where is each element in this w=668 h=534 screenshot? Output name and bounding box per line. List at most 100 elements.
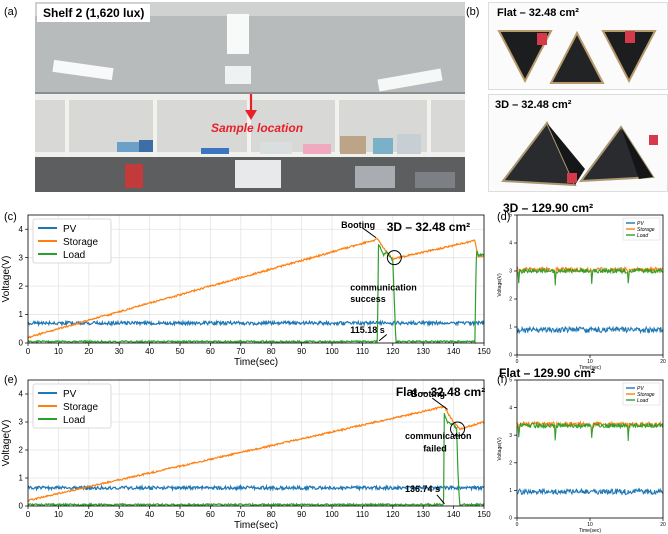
panel-label-c: (c)	[4, 211, 17, 223]
y-tick-label-1: 1	[509, 488, 512, 494]
series-line-storage	[27, 405, 485, 502]
x-tick-label-10: 100	[325, 510, 339, 519]
x-axis-label: Time(sec)	[579, 365, 601, 371]
x-tick-label-0: 0	[26, 347, 31, 356]
x-tick-label-2: 20	[84, 510, 93, 519]
y-tick-label-5: 5	[509, 213, 512, 219]
sample-location-label: Sample location	[211, 121, 304, 135]
shelf-photo: Shelf 2 (1,620 lux) Sample location	[35, 2, 465, 192]
flat-cells-label: Flat – 32.48 cm²	[497, 7, 579, 19]
x-tick-label-1: 10	[587, 522, 593, 528]
y-tick-label-2: 2	[509, 297, 512, 303]
panel-label-b: (b)	[466, 6, 480, 18]
x-tick-label-11: 110	[356, 347, 369, 356]
chart-title: 3D – 129.90 cm²	[503, 201, 593, 215]
y-tick-label-3: 3	[509, 269, 512, 275]
series-line-load	[27, 244, 484, 345]
y-tick-label-2: 2	[19, 282, 24, 291]
legend-label-storage: Storage	[63, 237, 98, 248]
communication-circle	[386, 250, 402, 266]
chart-f-svg: 0 10 20 0 1 2 3 4 5 Time(sec) Voltage(V) Flat – 129…	[497, 366, 666, 534]
x-tick-label-7: 70	[236, 510, 245, 519]
time-arrow	[436, 494, 445, 505]
annotation-1: communication	[405, 431, 472, 441]
booting-arrow	[362, 227, 377, 239]
x-tick-label-9: 90	[297, 510, 306, 519]
x-tick-label-0: 0	[516, 522, 519, 528]
annotation-3: 115.18 s	[350, 325, 385, 335]
x-tick-label-8: 80	[267, 510, 276, 519]
y-tick-label-5: 5	[509, 378, 512, 384]
x-tick-label-2: 20	[660, 522, 666, 528]
plot-frame	[27, 379, 485, 507]
x-tick-label-7: 70	[236, 347, 245, 356]
y-tick-label-1: 1	[509, 325, 512, 331]
legend-label-pv: PV	[63, 389, 77, 400]
x-tick-label-0: 0	[516, 359, 519, 365]
legend-label-load: Load	[637, 233, 648, 239]
legend-box	[32, 383, 112, 429]
communication-circle	[450, 421, 466, 437]
y-tick-label-1: 1	[19, 474, 24, 483]
legend-label-pv: PV	[637, 386, 644, 392]
series-line-pv	[516, 487, 664, 496]
chart-d: 0 10 20 0 1 2 3 4 5 Time(sec) Voltage(V) 3D – 129.9…	[495, 201, 668, 371]
y-tick-label-4: 4	[19, 390, 24, 399]
x-tick-label-6: 60	[206, 510, 215, 519]
flat-cells-drawing	[497, 30, 657, 84]
x-tick-label-1: 10	[587, 359, 593, 365]
y-tick-label-0: 0	[509, 516, 512, 522]
panel-label-e: (e)	[4, 374, 18, 386]
x-tick-label-1: 10	[54, 510, 63, 519]
legend-label-load: Load	[63, 250, 85, 261]
y-tick-label-4: 4	[19, 225, 24, 234]
legend-label-storage: Storage	[63, 402, 98, 413]
legend-label-pv: PV	[63, 224, 77, 235]
series-line-load	[516, 421, 664, 442]
annotation-3: 136.74 s	[405, 484, 440, 494]
chart-c: 0 10 20 30 40 50 60 70 80 90 100 110 120 130 140 150 0 1 2…	[0, 207, 492, 368]
shelf-lux-label: Shelf 2 (1,620 lux)	[37, 4, 151, 22]
y-axis-label: Voltage(V)	[497, 273, 503, 297]
legend-label-load: Load	[63, 415, 85, 426]
y-tick-label-4: 4	[509, 241, 512, 247]
x-tick-label-9: 90	[297, 347, 306, 356]
y-tick-label-0: 0	[19, 502, 24, 511]
chart-title: 3D – 32.48 cm²	[387, 220, 470, 234]
y-axis-label: Voltage(V)	[1, 420, 12, 467]
series-line-pv	[27, 319, 485, 328]
x-tick-label-13: 130	[417, 347, 431, 356]
x-tick-label-15: 150	[477, 347, 491, 356]
y-tick-label-0: 0	[509, 353, 512, 359]
panel-label-f: (f)	[497, 374, 508, 386]
legend-label-storage: Storage	[637, 227, 655, 233]
x-tick-label-14: 140	[447, 510, 461, 519]
chart-title: Flat – 129.90 cm²	[499, 366, 595, 380]
chart-e-svg: 0 10 20 30 40 50 60 70 80 90 100 110 120 130 140 150 0 1 2…	[1, 379, 491, 531]
y-tick-label-3: 3	[19, 418, 24, 427]
chart-title: Flat – 32.48 cm²	[396, 385, 485, 399]
y-axis-label: Voltage(V)	[1, 256, 12, 303]
legend-label-pv: PV	[637, 221, 644, 227]
series-line-pv	[27, 483, 484, 492]
x-tick-label-14: 140	[447, 347, 461, 356]
x-tick-label-2: 20	[660, 359, 666, 365]
y-tick-label-1: 1	[19, 310, 24, 319]
flat-cells-photo: Flat – 32.48 cm²	[488, 2, 668, 90]
x-axis-label: Time(sec)	[234, 357, 278, 367]
x-tick-label-5: 50	[176, 347, 185, 356]
x-tick-label-4: 40	[145, 510, 154, 519]
y-tick-label-2: 2	[509, 460, 512, 466]
x-tick-label-10: 100	[325, 347, 339, 356]
x-tick-label-6: 60	[206, 347, 215, 356]
y-tick-label-3: 3	[509, 433, 512, 439]
x-tick-label-11: 110	[356, 510, 369, 519]
chart-d-svg: 0 10 20 0 1 2 3 4 5 Time(sec) Voltage(V) 3D – 129.9…	[497, 201, 666, 371]
plot-frame	[27, 214, 485, 344]
three-d-cells-drawing	[501, 121, 658, 187]
y-tick-label-4: 4	[509, 405, 512, 411]
chart-f: 0 10 20 0 1 2 3 4 5 Time(sec) Voltage(V) Flat – 129…	[495, 366, 668, 534]
x-tick-label-3: 30	[115, 347, 124, 356]
x-tick-label-4: 40	[145, 347, 154, 356]
booting-arrow	[432, 397, 448, 410]
